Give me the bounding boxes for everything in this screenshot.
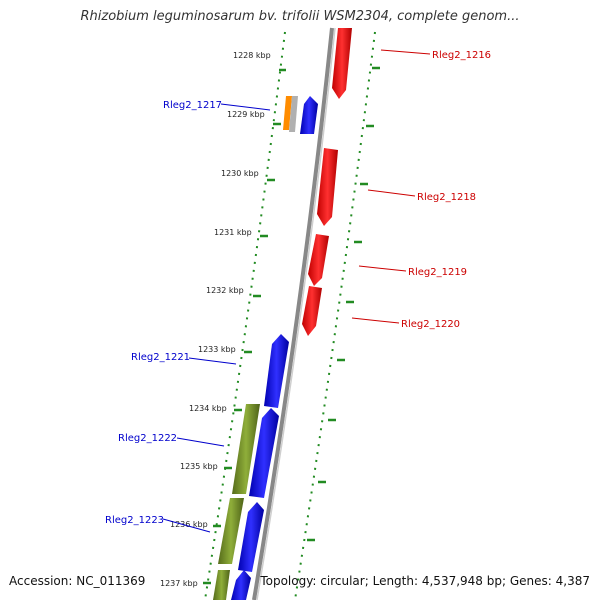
gene-label-rleg2-1219[interactable]: Rleg2_1219: [408, 267, 467, 278]
length-value: 4,537,948 bp: [421, 574, 502, 588]
inner-ticks: [203, 68, 286, 585]
gene-arrow-rleg2-1220[interactable]: [302, 286, 322, 336]
reverse-strand-genes: [302, 28, 352, 336]
kbp-label: 1231 kbp: [214, 228, 252, 237]
topology-label: Topology:: [260, 574, 317, 588]
genes-label: Genes:: [509, 574, 552, 588]
length-label: Length:: [372, 574, 419, 588]
gene-arrow-rleg2-1218[interactable]: [317, 148, 338, 226]
topology-value: circular: [320, 574, 365, 588]
gene-arrow-rleg2-1221[interactable]: [264, 334, 289, 408]
gene-label-rleg2-1221[interactable]: Rleg2_1221: [131, 352, 190, 363]
gene-arrow-rleg2-1219[interactable]: [308, 234, 329, 286]
forward-strand-genes: [231, 334, 289, 600]
gene-arrow-rleg2-1222[interactable]: [249, 408, 279, 498]
leader-line: [367, 189, 416, 197]
gene-label-rleg2-1217[interactable]: Rleg2_1217: [163, 100, 222, 111]
gene-label-rleg2-1218[interactable]: Rleg2_1218: [417, 192, 476, 203]
leader-line: [220, 103, 271, 111]
kbp-label: 1236 kbp: [170, 520, 208, 529]
kbp-label: 1233 kbp: [198, 345, 236, 354]
leader-line: [162, 518, 211, 533]
gene-arrow-rleg2-1217[interactable]: [300, 96, 318, 134]
green-feature[interactable]: [218, 498, 244, 564]
gene-arrow-rleg2-1223[interactable]: [238, 502, 264, 572]
backbone: [252, 27, 334, 600]
kbp-label: 1230 kbp: [221, 169, 259, 178]
gene-label-rleg2-1223[interactable]: Rleg2_1223: [105, 515, 164, 526]
kbp-label: 1237 kbp: [160, 579, 198, 588]
gene-arrow-rleg2-1216[interactable]: [332, 28, 352, 99]
gene-label-rleg2-1216[interactable]: Rleg2_1216: [432, 50, 491, 61]
map-title: Rhizobium leguminosarum bv. trifolii WSM…: [80, 9, 520, 24]
genes-value: 4,387: [555, 574, 590, 588]
kbp-label: 1228 kbp: [233, 51, 271, 60]
gene-arrow-next[interactable]: [231, 570, 251, 600]
kbp-label: 1232 kbp: [206, 286, 244, 295]
leader-line: [358, 265, 407, 272]
gene-label-rleg2-1220[interactable]: Rleg2_1220: [401, 319, 460, 330]
accession-info: Accession: NC_011369: [9, 574, 145, 588]
kbp-label: 1234 kbp: [189, 404, 227, 413]
kbp-label: 1229 kbp: [227, 110, 265, 119]
leader-line: [188, 357, 237, 365]
genome-stats: Topology: circular; Length: 4,537,948 bp…: [260, 574, 590, 588]
gene-label-rleg2-1222[interactable]: Rleg2_1222: [118, 433, 177, 444]
other-features: [213, 404, 260, 600]
green-feature[interactable]: [213, 570, 230, 600]
accession-value: NC_011369: [76, 574, 146, 588]
leader-line: [351, 317, 400, 324]
green-feature[interactable]: [232, 404, 260, 494]
leader-line: [380, 49, 431, 55]
orange-feature[interactable]: [283, 96, 292, 130]
grey-feature[interactable]: [289, 96, 298, 132]
accession-label: Accession:: [9, 574, 73, 588]
leader-line: [176, 437, 225, 447]
outer-ticks: [307, 66, 380, 542]
kbp-label: 1235 kbp: [180, 462, 218, 471]
feature-cluster-1229: [283, 96, 318, 134]
